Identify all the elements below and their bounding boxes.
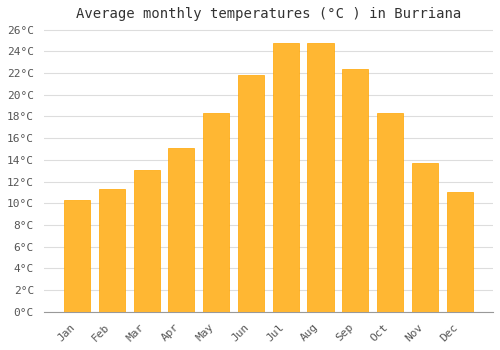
Bar [99,189,125,312]
Bar [308,43,334,312]
Bar [64,200,90,312]
Bar [377,113,403,312]
Bar [272,43,299,312]
Bar [238,75,264,312]
Bar [203,113,229,312]
Bar [134,170,160,312]
Bar [412,163,438,312]
Bar [342,69,368,312]
Bar [168,148,194,312]
Title: Average monthly temperatures (°C ) in Burriana: Average monthly temperatures (°C ) in Bu… [76,7,461,21]
Bar [446,193,472,312]
